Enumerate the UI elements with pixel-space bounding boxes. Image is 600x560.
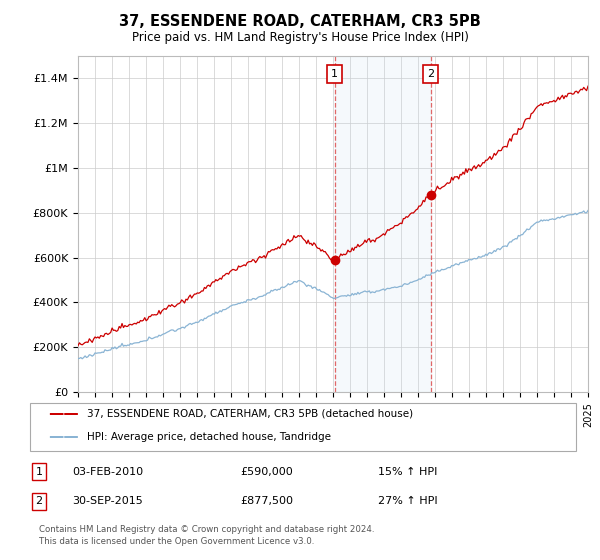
Text: 27% ↑ HPI: 27% ↑ HPI	[378, 496, 437, 506]
Text: 03-FEB-2010: 03-FEB-2010	[72, 466, 143, 477]
Bar	[335, 56, 431, 392]
Text: ——: ——	[48, 406, 79, 421]
Text: 15% ↑ HPI: 15% ↑ HPI	[378, 466, 437, 477]
Text: ——: ——	[48, 430, 79, 444]
Text: Contains HM Land Registry data © Crown copyright and database right 2024.
This d: Contains HM Land Registry data © Crown c…	[39, 525, 374, 546]
Text: 2: 2	[427, 69, 434, 79]
Text: £877,500: £877,500	[240, 496, 293, 506]
Text: 37, ESSENDENE ROAD, CATERHAM, CR3 5PB: 37, ESSENDENE ROAD, CATERHAM, CR3 5PB	[119, 14, 481, 29]
Text: 1: 1	[35, 466, 43, 477]
Text: HPI: Average price, detached house, Tandridge: HPI: Average price, detached house, Tand…	[87, 432, 331, 442]
Text: 37, ESSENDENE ROAD, CATERHAM, CR3 5PB (detached house): 37, ESSENDENE ROAD, CATERHAM, CR3 5PB (d…	[87, 408, 413, 418]
Text: £590,000: £590,000	[240, 466, 293, 477]
Text: 2: 2	[35, 496, 43, 506]
Text: 30-SEP-2015: 30-SEP-2015	[72, 496, 143, 506]
Text: 1: 1	[331, 69, 338, 79]
Text: Price paid vs. HM Land Registry's House Price Index (HPI): Price paid vs. HM Land Registry's House …	[131, 31, 469, 44]
